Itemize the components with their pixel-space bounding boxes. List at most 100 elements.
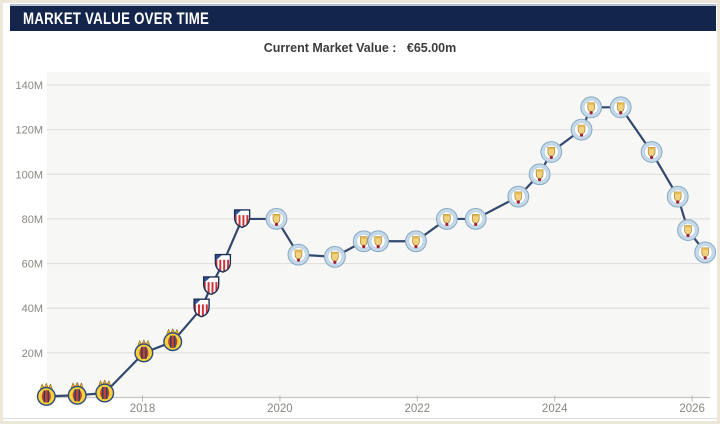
badge-rose: [516, 200, 520, 204]
badge-rose: [274, 222, 279, 226]
badge-stripe: [170, 335, 172, 348]
atletico-badge-icon: [203, 276, 219, 295]
data-point-badge-mancity[interactable]: [265, 208, 288, 230]
badge-stripe: [219, 259, 222, 273]
current-market-value-label: Current Market Value :: [263, 41, 397, 55]
section-header: MARKET VALUE OVER TIME: [10, 4, 716, 31]
badge-stripe: [145, 346, 147, 359]
data-point-badge-mancity[interactable]: [540, 141, 563, 163]
atletico-badge-icon: [194, 299, 210, 317]
badge-rose: [538, 178, 542, 182]
y-axis-tick-label: 40M: [22, 303, 43, 315]
badge-stripe: [43, 390, 46, 403]
badge-shield-band: [412, 236, 420, 239]
data-point-badge-atletico[interactable]: [233, 209, 251, 229]
data-point-badge-mancity[interactable]: [405, 230, 427, 253]
badge-rose: [549, 155, 553, 159]
badge-stripe: [223, 259, 226, 273]
badge-rose: [474, 222, 478, 226]
badge-shield-band: [472, 214, 480, 217]
badge-stripe: [238, 215, 241, 228]
badge-shield-band: [295, 250, 302, 253]
data-point-badge-mancity[interactable]: [435, 208, 458, 230]
data-point-badge-mancity[interactable]: [287, 243, 310, 266]
badge-rose: [362, 245, 366, 249]
badge-stripe: [102, 387, 104, 400]
badge-stripe: [197, 304, 200, 317]
data-point-badge-villarreal[interactable]: [163, 327, 183, 352]
current-market-value-amount: €65.00m: [406, 41, 457, 55]
badge-center: [72, 389, 82, 402]
badge-outline: [193, 298, 210, 318]
badge-center: [41, 390, 51, 403]
badge-stripe: [207, 282, 210, 295]
badge-shield-band: [536, 169, 544, 172]
atletico-badge-icon: [215, 254, 231, 273]
x-axis-tick-label: 2022: [405, 403, 431, 415]
data-point-badge-villarreal[interactable]: [36, 382, 56, 406]
badge-stripe: [246, 215, 249, 228]
badge-shield-band: [360, 236, 368, 239]
x-axis-tick-label: 2020: [267, 403, 293, 415]
badge-stripe: [141, 346, 143, 359]
divider: [3, 418, 717, 419]
y-axis-tick-label: 20M: [22, 348, 43, 360]
data-point-badge-villarreal[interactable]: [134, 339, 154, 363]
badge-center: [139, 346, 149, 360]
data-point-badge-atletico[interactable]: [214, 253, 232, 273]
data-point-badge-mancity[interactable]: [580, 96, 603, 119]
badge-rose: [376, 245, 380, 249]
badge-shield-band: [587, 102, 595, 105]
badge-shield-band: [648, 147, 656, 150]
badge-rose: [296, 258, 301, 262]
data-point-badge-villarreal[interactable]: [67, 381, 87, 405]
badge-shield-band: [701, 247, 709, 250]
badge-rose: [579, 133, 584, 137]
badge-stripe: [215, 282, 218, 295]
data-point-badge-mancity[interactable]: [666, 185, 689, 208]
badge-stripe: [205, 304, 208, 317]
page-title: MARKET VALUE OVER TIME: [23, 8, 210, 28]
data-point-badge-mancity[interactable]: [694, 241, 717, 264]
badge-center: [168, 335, 178, 348]
data-point-badge-atletico[interactable]: [203, 276, 220, 296]
data-point-badge-mancity[interactable]: [677, 219, 699, 241]
data-point-badge-mancity[interactable]: [570, 118, 593, 141]
badge-shield-band: [374, 236, 382, 239]
y-axis-tick-label: 60M: [22, 259, 43, 271]
data-point-badge-mancity[interactable]: [640, 141, 663, 163]
badge-shield-band: [578, 125, 585, 128]
badge-shield-band: [547, 147, 555, 150]
badge-rose: [703, 256, 707, 260]
badge-stripe: [242, 215, 245, 228]
y-axis-tick-label: 140M: [15, 80, 43, 92]
badge-shield-band: [617, 102, 625, 105]
badge-stripe: [174, 335, 176, 348]
badge-stripe: [227, 259, 230, 273]
data-point-badge-mancity[interactable]: [464, 208, 487, 230]
badge-rose: [333, 260, 337, 264]
data-point-badge-mancity[interactable]: [507, 185, 530, 208]
data-point-badge-atletico[interactable]: [193, 298, 210, 318]
badge-rose: [650, 155, 654, 159]
badge-shield-band: [273, 214, 280, 217]
badge-shield-band: [684, 225, 692, 228]
badge-shield-band: [443, 214, 451, 217]
badge-stripe: [106, 387, 108, 400]
data-point-badge-mancity[interactable]: [367, 230, 390, 253]
atletico-badge-icon: [234, 209, 250, 228]
data-point-badge-mancity[interactable]: [323, 245, 346, 268]
y-axis-tick-label: 120M: [15, 125, 43, 137]
data-point-badge-mancity[interactable]: [609, 96, 632, 119]
current-market-value: Current Market Value : €65.00m: [0, 41, 720, 55]
badge-shield-band: [331, 252, 339, 255]
data-point-badge-mancity[interactable]: [528, 163, 551, 186]
badge-stripe: [211, 282, 214, 295]
y-axis-tick-label: 80M: [22, 214, 43, 226]
badge-rose: [589, 111, 593, 115]
badge-outline: [214, 253, 232, 273]
y-axis-tick-label: 100M: [15, 169, 43, 181]
badge-stripe: [47, 390, 50, 403]
data-point-badge-villarreal[interactable]: [95, 379, 115, 403]
